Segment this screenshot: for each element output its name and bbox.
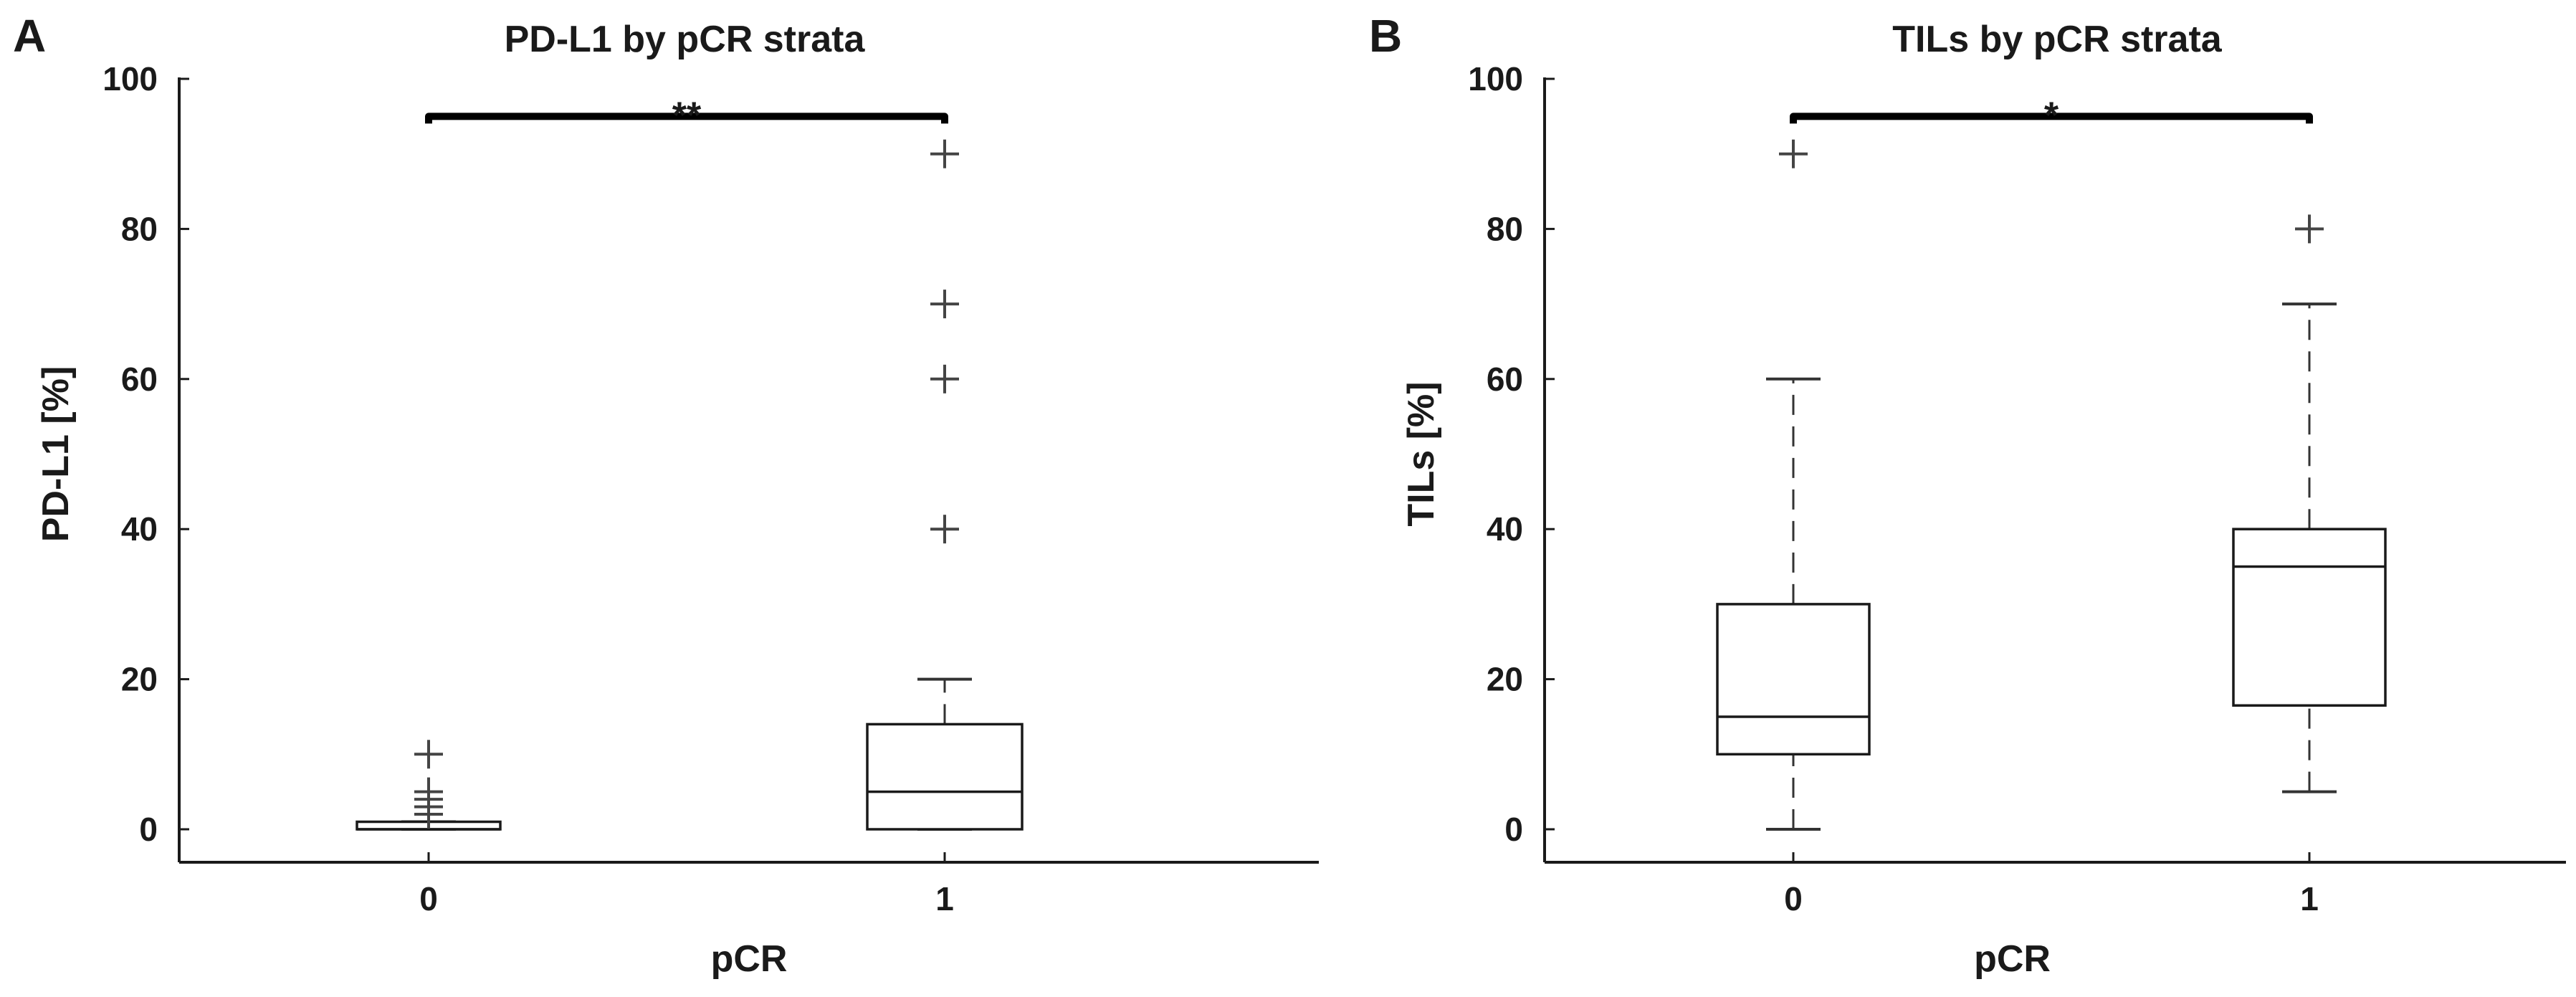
y-tick-label: 40 xyxy=(1487,510,1523,548)
significance-bracket xyxy=(425,113,948,124)
outlier-point xyxy=(414,740,443,769)
box-1 xyxy=(2232,214,2387,793)
y-tick-label: 100 xyxy=(1468,60,1523,97)
y-axis-label: PD-L1 [%] xyxy=(35,366,77,543)
x-tick-label: 0 xyxy=(1784,880,1803,917)
outlier-point xyxy=(1779,139,1808,168)
significance-label: * xyxy=(2044,95,2059,136)
x-axis-label: pCR xyxy=(711,938,788,980)
iqr-box xyxy=(2232,528,2387,707)
y-tick-label: 100 xyxy=(102,60,158,97)
y-tick-label: 20 xyxy=(121,661,158,698)
y-tick-label: 80 xyxy=(1487,210,1523,247)
iqr-box xyxy=(1716,603,1871,756)
significance-bracket xyxy=(1790,113,2313,124)
y-axis-label: TILs [%] xyxy=(1401,381,1442,526)
x-tick-label: 1 xyxy=(2300,880,2319,917)
panel-b: B TILs by pCR strata 0 20 40 60 80 100 0 1 pCR TILs… xyxy=(1369,10,2566,980)
panel-letter: A xyxy=(13,10,46,62)
significance-label: ** xyxy=(672,95,702,136)
y-tick-label: 20 xyxy=(1487,661,1523,698)
outlier-point xyxy=(930,364,959,393)
box-0 xyxy=(1716,139,1871,831)
box-1 xyxy=(866,139,1024,831)
outlier-point xyxy=(2295,214,2324,244)
x-axis-label: pCR xyxy=(1974,938,2051,980)
outlier-point xyxy=(930,290,959,319)
y-tick-label: 0 xyxy=(139,811,158,848)
outlier-point xyxy=(930,515,959,544)
panel-a: A PD-L1 by pCR strata 0 20 40 60 80 100 0 1 pCR PD-… xyxy=(13,10,1319,980)
outlier-point xyxy=(930,139,959,168)
y-tick-label: 60 xyxy=(1487,361,1523,398)
x-tick-label: 1 xyxy=(935,880,954,917)
y-tick-label: 0 xyxy=(1504,811,1523,848)
chart-title: PD-L1 by pCR strata xyxy=(505,19,866,60)
box-0 xyxy=(356,740,502,831)
outlier-point xyxy=(414,777,443,806)
y-tick-label: 60 xyxy=(121,361,158,398)
iqr-box xyxy=(866,722,1024,831)
chart-title: TILs by pCR strata xyxy=(1892,19,2222,60)
y-tick-label: 80 xyxy=(121,210,158,247)
x-tick-label: 0 xyxy=(419,880,438,917)
y-tick-label: 40 xyxy=(121,510,158,548)
panel-letter: B xyxy=(1369,10,1402,62)
